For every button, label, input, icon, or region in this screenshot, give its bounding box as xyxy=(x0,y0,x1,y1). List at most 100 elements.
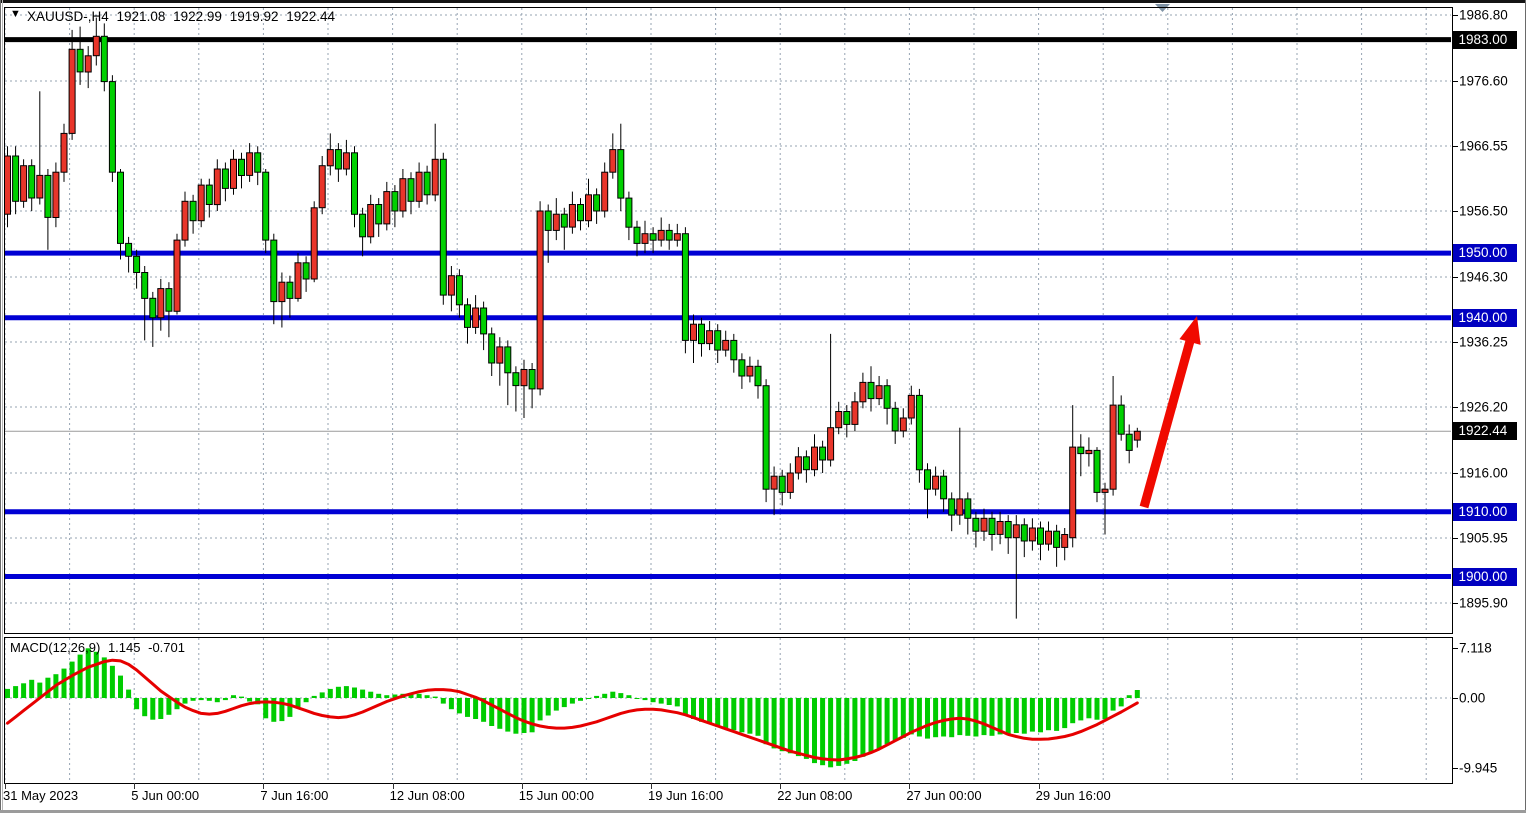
candle-body xyxy=(794,456,802,474)
price-tick-label: 1976.60 xyxy=(1459,73,1508,89)
macd-histogram-bar xyxy=(231,695,236,698)
macd-histogram-bar xyxy=(319,692,325,698)
candle-body xyxy=(625,197,633,228)
macd-histogram-bar xyxy=(989,698,995,736)
candle-body xyxy=(883,385,891,409)
candle-body xyxy=(230,158,237,189)
macd-histogram-bar xyxy=(142,698,148,717)
candle-body xyxy=(778,475,786,493)
time-tick-mark xyxy=(651,783,652,789)
macd-histogram-bar xyxy=(489,698,495,726)
macd-histogram-bar xyxy=(868,698,874,753)
ohlc-close: 1922.44 xyxy=(286,9,336,24)
candle-body xyxy=(811,446,818,471)
candle-body xyxy=(351,152,358,215)
time-axis-label: 15 Jun 00:00 xyxy=(518,788,594,803)
macd-histogram-bar xyxy=(77,654,83,698)
macd-histogram-bar xyxy=(287,698,293,717)
macd-histogram-bar xyxy=(352,687,357,698)
candle-body xyxy=(254,152,262,173)
trend-arrow[interactable] xyxy=(1139,316,1201,509)
ohlc-low: 1919.92 xyxy=(229,9,279,24)
candle-body xyxy=(431,158,439,196)
macd-histogram-bar xyxy=(586,698,591,699)
candle-body xyxy=(141,272,149,299)
macd-histogram-bar xyxy=(150,698,156,720)
macd-histogram-bar xyxy=(561,698,567,708)
candle-body xyxy=(641,233,649,244)
candle-body xyxy=(762,385,770,490)
macd-histogram-bar xyxy=(118,675,123,698)
candle-body xyxy=(415,171,423,202)
macd-histogram-bar xyxy=(699,698,704,722)
macd-histogram-bar xyxy=(731,698,737,731)
candle-body xyxy=(391,191,399,212)
price-tick-mark xyxy=(1452,473,1458,474)
macd-histogram-bar xyxy=(206,698,212,701)
candle-body xyxy=(657,229,665,241)
candle-body xyxy=(205,184,213,206)
candle-body xyxy=(843,411,851,425)
macd-histogram-bar xyxy=(755,698,761,736)
macd-histogram-bar xyxy=(1078,698,1084,721)
candle-body xyxy=(455,275,463,306)
macd-histogram-bar xyxy=(965,698,971,736)
price-tick-mark xyxy=(1452,407,1458,408)
macd-scale-label: 0.00 xyxy=(1459,690,1486,706)
macd-histogram-bar xyxy=(158,698,164,719)
macd-histogram-bar xyxy=(545,698,551,716)
macd-histogram-bar xyxy=(610,691,616,698)
candle-body xyxy=(181,200,189,241)
time-axis-label: 27 Jun 00:00 xyxy=(906,788,982,803)
macd-histogram-bar xyxy=(1038,698,1043,733)
macd-histogram-bar xyxy=(529,698,535,733)
macd-histogram-bar xyxy=(852,698,858,761)
candle-body xyxy=(60,132,68,173)
macd-histogram-bar xyxy=(674,698,680,707)
candle-body xyxy=(302,262,310,280)
ohlc-open: 1921.08 xyxy=(116,9,166,24)
candle-body xyxy=(359,213,367,238)
macd-histogram-bar xyxy=(779,698,785,752)
macd-histogram-bar xyxy=(101,657,107,698)
candle-body xyxy=(528,369,536,390)
candle-body xyxy=(988,517,996,535)
time-axis-label: 22 Jun 08:00 xyxy=(777,788,853,803)
price-level-badge-1940.00: 1940.00 xyxy=(1452,308,1517,327)
candle-body xyxy=(189,200,197,222)
candle-body xyxy=(44,174,52,218)
time-axis-label: 29 Jun 16:00 xyxy=(1035,788,1111,803)
macd-histogram-bar xyxy=(876,698,882,749)
macd-histogram-bar xyxy=(941,698,947,737)
candle-body xyxy=(447,275,455,296)
candle-body xyxy=(407,178,415,202)
macd-main-value: 1.145 xyxy=(107,640,141,655)
candle-body xyxy=(367,204,375,238)
price-tick-label: 1926.20 xyxy=(1459,399,1508,415)
macd-histogram-bar xyxy=(279,698,285,722)
macd-histogram-bar xyxy=(247,698,253,702)
price-tick-label: 1956.50 xyxy=(1459,203,1508,219)
macd-histogram-bar xyxy=(214,698,220,703)
candle-body xyxy=(956,498,964,516)
macd-scale-label: -9.945 xyxy=(1459,760,1498,776)
candle-body xyxy=(375,204,383,225)
candle-body xyxy=(738,359,746,377)
symbol-dropdown-icon[interactable]: ▼ xyxy=(10,8,21,20)
macd-histogram-bar xyxy=(1126,695,1132,698)
macd-histogram-bar xyxy=(239,696,244,698)
macd-histogram-bar xyxy=(844,698,850,764)
macd-histogram-bar xyxy=(368,691,374,698)
candle-body xyxy=(439,158,447,296)
macd-histogram-bar xyxy=(884,698,890,745)
price-level-badge-1983.00: 1983.00 xyxy=(1452,30,1517,49)
macd-signal-value: -0.701 xyxy=(148,640,185,655)
macd-histogram-bar xyxy=(1021,698,1027,734)
candle-body xyxy=(980,517,988,532)
macd-histogram-bar xyxy=(513,698,519,734)
macd-histogram-bar xyxy=(747,698,753,734)
price-tick-mark xyxy=(1452,15,1458,16)
macd-histogram-bar xyxy=(448,698,454,710)
